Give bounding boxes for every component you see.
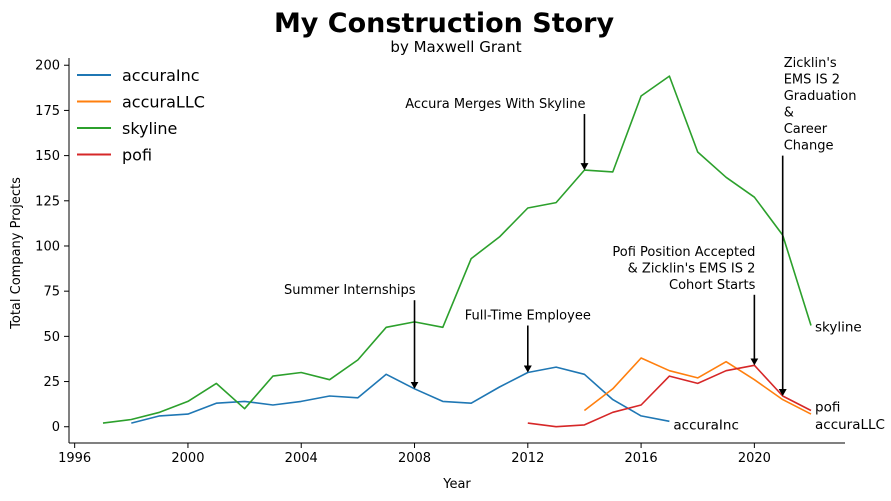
chart-subtitle: by Maxwell Grant <box>390 38 521 56</box>
axes: 1996 2000 2004 2008 2012 2016 2020 0 25 50 75 100 12… <box>35 58 845 466</box>
x-tick-label: 2008 <box>398 451 431 466</box>
series-line-pofi <box>527 364 812 428</box>
end-label-skyline: skyline <box>815 320 862 336</box>
series-end-labels: skyline accuraInc pofi accuraLLC <box>673 320 885 434</box>
annotation-text: Zicklin's <box>784 56 837 71</box>
y-tick-label: 150 <box>35 149 60 164</box>
annotations: Summer Internships Full-Time Employee Accu… <box>284 56 857 397</box>
chart-title: My Construction Story <box>274 8 615 39</box>
annotation-text: Accura Merges With Skyline <box>405 97 585 112</box>
end-label-accuraLLC: accuraLLC <box>815 417 885 433</box>
series-line-accuraInc <box>131 366 670 424</box>
annotation-text: Full-Time Employee <box>465 309 591 324</box>
y-tick-label: 200 <box>35 59 60 74</box>
x-tick-label: 2012 <box>511 451 544 466</box>
x-tick-label: 2020 <box>738 451 771 466</box>
x-tick-label: 2004 <box>285 451 318 466</box>
annotation-text: Cohort Starts <box>669 278 756 293</box>
end-label-accuraInc: accuraInc <box>673 417 738 433</box>
annotation-text: Summer Internships <box>284 283 416 298</box>
x-tick-label: 2000 <box>171 451 204 466</box>
annotation-text: EMS IS 2 <box>784 73 840 88</box>
annotation-text: Graduation <box>784 89 857 104</box>
y-tick-label: 175 <box>35 104 60 119</box>
series-line-accuraLLC <box>583 357 812 415</box>
x-axis-label: Year <box>442 477 471 492</box>
y-tick-label: 100 <box>35 239 60 254</box>
x-tick-label: 2016 <box>625 451 658 466</box>
y-tick-label: 0 <box>52 420 60 435</box>
legend-label-accuraInc: accuraInc <box>122 66 200 85</box>
series-lines <box>102 75 812 428</box>
series-line-skyline <box>102 75 812 424</box>
annotation-text: Career <box>784 122 828 137</box>
legend: accuraInc accuraLLC skyline pofi <box>77 66 205 165</box>
annotation-text: & Zicklin's EMS IS 2 <box>628 261 756 276</box>
annotation-text: & <box>784 106 794 121</box>
legend-label-pofi: pofi <box>122 146 152 165</box>
y-tick-label: 25 <box>43 375 60 390</box>
annotation-text: Change <box>784 139 834 154</box>
annotation-text: Pofi Position Accepted <box>612 245 755 260</box>
end-label-pofi: pofi <box>815 399 840 415</box>
y-tick-label: 75 <box>43 285 60 300</box>
x-tick-label: 1996 <box>58 451 91 466</box>
legend-label-accuraLLC: accuraLLC <box>122 93 205 112</box>
y-axis-label: Total Company Projects <box>9 177 24 330</box>
y-tick-label: 50 <box>43 330 60 345</box>
legend-label-skyline: skyline <box>122 119 177 138</box>
y-tick-label: 125 <box>35 194 60 209</box>
